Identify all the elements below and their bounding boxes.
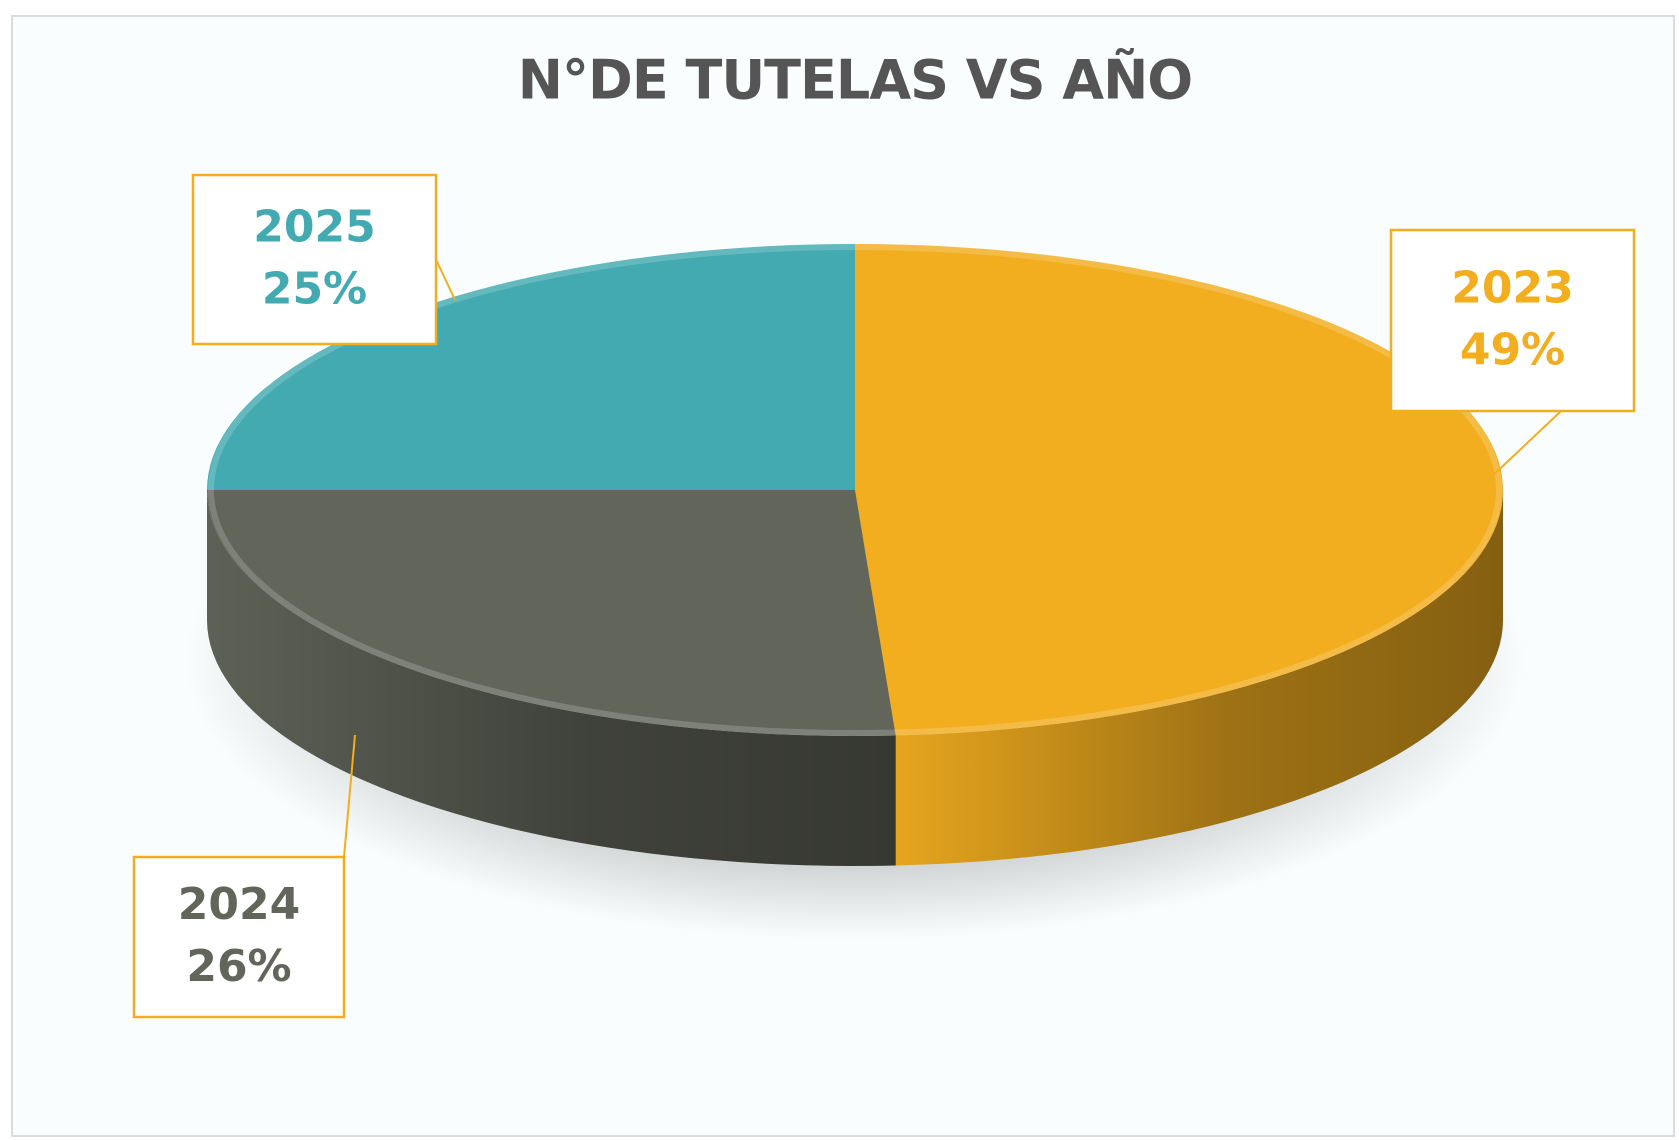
labels: 2023 49% 2024 26% 2025 25% <box>132 173 1636 1019</box>
slice <box>207 490 896 736</box>
callout-box <box>191 173 438 346</box>
callout-leader <box>435 259 456 301</box>
slice <box>207 244 855 490</box>
chart-title: N°DE TUTELAS VS AÑO <box>518 49 1192 112</box>
slice-side-shade <box>895 490 1503 866</box>
slice-category-label: 2024 <box>178 879 300 930</box>
slice-side-shade <box>207 490 896 866</box>
slice <box>855 244 1503 736</box>
slice-value-label: 49% <box>1460 325 1565 376</box>
callout-leader <box>1487 410 1562 481</box>
callout-box <box>132 855 346 1019</box>
slice-category-label: 2023 <box>1451 263 1573 314</box>
slice-category-label: 2025 <box>253 202 375 253</box>
pie <box>207 244 1503 866</box>
callout-box <box>1389 228 1636 413</box>
slice-value-label: 26% <box>186 941 291 992</box>
rim-highlight <box>208 244 1502 736</box>
slice-value-label: 25% <box>262 264 367 315</box>
callout-leader <box>343 734 356 858</box>
